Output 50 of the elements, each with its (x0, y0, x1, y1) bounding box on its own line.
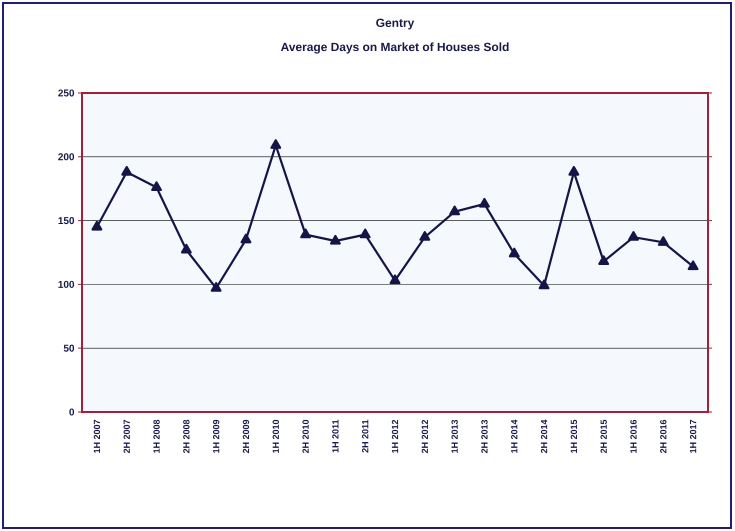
y-tick-label: 200 (58, 153, 74, 160)
x-tick-label: 2H 2015 (600, 420, 607, 454)
x-tick-label: 2H 2013 (481, 420, 488, 454)
y-tick-label: 100 (58, 280, 74, 288)
y-tick-label: 250 (58, 89, 74, 97)
chart-subtitle: Average Days on Market of Houses Sold (280, 42, 509, 54)
y-tick-label: 50 (64, 344, 74, 352)
x-tick-label: 1H 2008 (153, 420, 160, 453)
x-tick-label: 2H 2014 (540, 420, 548, 454)
point (479, 198, 490, 208)
x-tick-label: 2H 2007 (124, 420, 130, 454)
x-tick-label: 1H 2013 (451, 420, 458, 453)
point (151, 181, 162, 192)
point (360, 228, 371, 238)
x-tick-label: 2H 2009 (242, 420, 250, 454)
point (180, 244, 192, 254)
y-tick-label: 150 (58, 217, 74, 224)
point (598, 255, 610, 266)
point (240, 234, 252, 244)
point (449, 206, 460, 216)
point (419, 231, 430, 241)
x-tick-label: 1H 2012 (392, 420, 398, 453)
x-tick-label: 1H 2007 (94, 420, 100, 453)
point (210, 282, 222, 292)
x-tick-label: 2H 2011 (362, 420, 368, 453)
point (508, 248, 520, 258)
point (658, 236, 669, 246)
point (538, 280, 550, 290)
x-tick-label: 2H 2008 (183, 420, 190, 454)
chart-title: Gentry (376, 18, 414, 30)
x-tick-label: 1H 2016 (630, 420, 637, 453)
point (568, 166, 580, 176)
x-tick-label: 1H 2009 (212, 420, 220, 453)
y-tick-label: 0 (69, 408, 74, 416)
point (330, 234, 341, 245)
point (270, 139, 282, 149)
x-tick-label: 1H 2011 (332, 420, 339, 452)
x-tick-label: 2H 2010 (302, 420, 309, 454)
x-tick-label: 1H 2017 (690, 420, 696, 453)
x-tick-label: 2H 2012 (422, 420, 428, 454)
point (91, 220, 102, 231)
x-tick-label: 1H 2010 (272, 420, 279, 453)
point (688, 260, 699, 270)
point (390, 274, 400, 284)
x-tick-label: 1H 2015 (570, 420, 578, 453)
point (628, 231, 639, 241)
x-tick-label: 1H 2014 (511, 420, 518, 453)
x-tick-label: 2H 2016 (660, 420, 666, 454)
point (300, 228, 312, 238)
point (121, 166, 132, 176)
